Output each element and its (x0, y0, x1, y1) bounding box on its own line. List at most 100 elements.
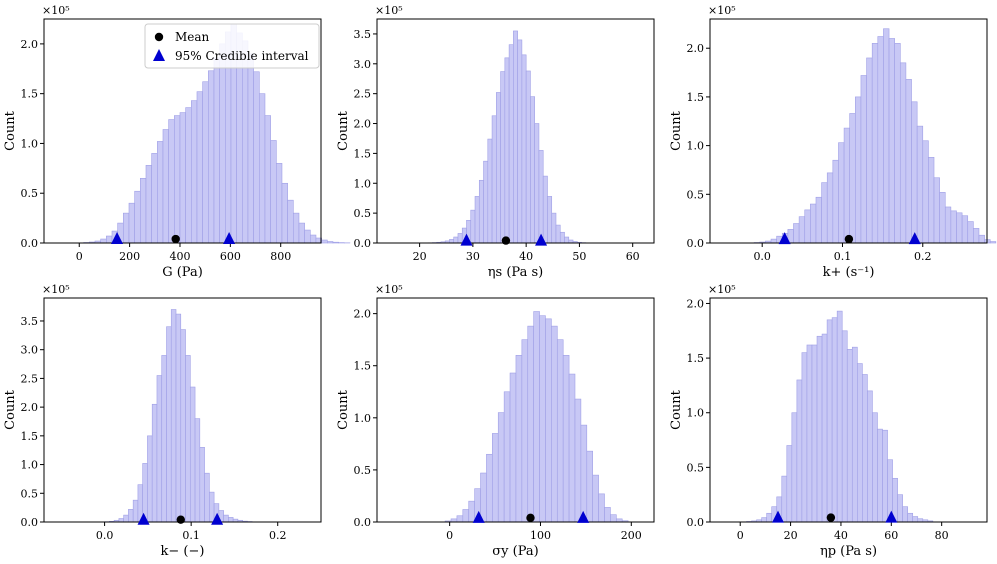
y-tick-label: 1.0 (687, 407, 705, 420)
ci-marker (771, 510, 784, 523)
histogram-bar (933, 177, 940, 244)
mean-marker (501, 236, 511, 245)
y-tick-label: 1.0 (687, 140, 705, 153)
histogram-bar (862, 374, 868, 523)
y-tick-label: 2.0 (21, 38, 39, 51)
y-scale-label: ×10⁵ (375, 283, 403, 296)
histogram-bar (145, 165, 152, 244)
y-tick-label: 1.0 (21, 459, 39, 472)
histogram-bar (521, 54, 527, 244)
histogram-bar (527, 325, 534, 523)
histogram-bar (815, 196, 822, 244)
histogram-bar (905, 79, 912, 244)
histogram-bar (831, 317, 838, 523)
histogram-bar (128, 202, 135, 244)
histogram-bar (118, 518, 124, 523)
x-tick-label: 40 (519, 250, 533, 263)
x-tick-label: 60 (626, 250, 640, 263)
histogram-bar (849, 113, 856, 244)
histogram-bar (604, 507, 611, 523)
histogram-bar (826, 319, 833, 523)
y-scale-label: ×10⁵ (375, 4, 403, 17)
y-tick-label: 0.0 (354, 516, 372, 529)
histogram-bar (503, 391, 511, 523)
histogram-bar (811, 344, 818, 523)
histogram-bar (539, 315, 546, 523)
histogram-bar (916, 125, 924, 244)
histogram-bar (468, 500, 475, 523)
y-tick-label: 1.0 (354, 412, 372, 425)
x-axis-label: G (Pa) (162, 265, 203, 280)
histogram-bar (500, 71, 506, 244)
histogram-bar (168, 119, 175, 244)
x-tick-label: 0 (737, 529, 744, 542)
histogram-bar (967, 221, 974, 244)
histogram-bar (486, 453, 493, 523)
histogram-bar (816, 335, 823, 523)
histogram-bar (189, 386, 196, 523)
histogram-bar (462, 509, 470, 523)
y-tick-label: 0.0 (354, 237, 372, 250)
histogram-bar (449, 239, 455, 244)
histogram-bar (810, 203, 817, 244)
histogram-bar (515, 354, 523, 523)
histogram-bar (867, 390, 873, 523)
histogram-bar (208, 70, 215, 244)
histogram-bar (140, 177, 147, 244)
histogram-bar (545, 318, 552, 523)
histogram-bar (598, 493, 605, 523)
histogram-bar (846, 349, 853, 523)
y-axis-label: Count (3, 389, 18, 430)
histogram-bar (877, 36, 884, 244)
histogram-bar (883, 28, 890, 244)
histogram-bar (872, 412, 878, 523)
panel-sigma_y: 0 100 200 0.0 0.5 1.0 1.5 2.0×10⁵ σy (Pa) Count (336, 283, 655, 559)
histogram-bar (253, 71, 260, 244)
histogram-bar (860, 75, 867, 244)
ci-marker (577, 510, 590, 523)
x-tick-label: 600 (220, 250, 241, 263)
histogram-bar (555, 224, 561, 244)
histogram-bar (456, 515, 464, 523)
histogram-bar (219, 43, 226, 244)
histogram-bar (179, 112, 186, 244)
histogram-bar (574, 398, 582, 523)
histogram-bar (525, 70, 531, 244)
histogram-bar (100, 238, 107, 244)
legend-ci-marker (153, 49, 165, 61)
histogram-bar (804, 209, 811, 244)
x-tick-label: 0 (446, 529, 453, 542)
histogram-bar (568, 373, 576, 523)
histogram-bar (956, 212, 963, 244)
axes-frame (376, 297, 655, 523)
histogram-bar (843, 127, 851, 244)
histogram-bar (123, 212, 130, 244)
y-scale-label: ×10⁵ (708, 4, 736, 17)
histogram-bar (781, 475, 788, 523)
histogram-bar (907, 512, 914, 523)
histogram-bar (978, 234, 985, 244)
legend-mean-label: Mean (175, 30, 210, 44)
x-tick-label: 0.2 (914, 250, 932, 263)
histogram-bar (592, 474, 599, 523)
histogram-bar (989, 241, 997, 244)
histogram-bar (551, 325, 558, 523)
ci-marker (885, 510, 898, 523)
histogram-bar (841, 330, 848, 523)
histogram-bar (580, 424, 588, 523)
y-scale-label: ×10⁵ (42, 283, 70, 296)
histogram-bar (761, 517, 767, 523)
histogram-bar (213, 57, 220, 244)
histogram-bar (961, 215, 969, 244)
x-axis-label: ηs (Pa s) (488, 265, 543, 280)
y-tick-label: 3.0 (354, 58, 372, 71)
histogram-bar (882, 429, 888, 523)
y-tick-label: 1.5 (687, 91, 705, 104)
x-tick-label: 20 (784, 529, 798, 542)
y-scale-label: ×10⁵ (42, 4, 70, 17)
histogram-bar (857, 363, 863, 523)
ci-marker (778, 232, 791, 245)
histogram-bar (326, 241, 334, 244)
histogram-bar (542, 175, 548, 244)
histogram-bar (793, 223, 800, 244)
